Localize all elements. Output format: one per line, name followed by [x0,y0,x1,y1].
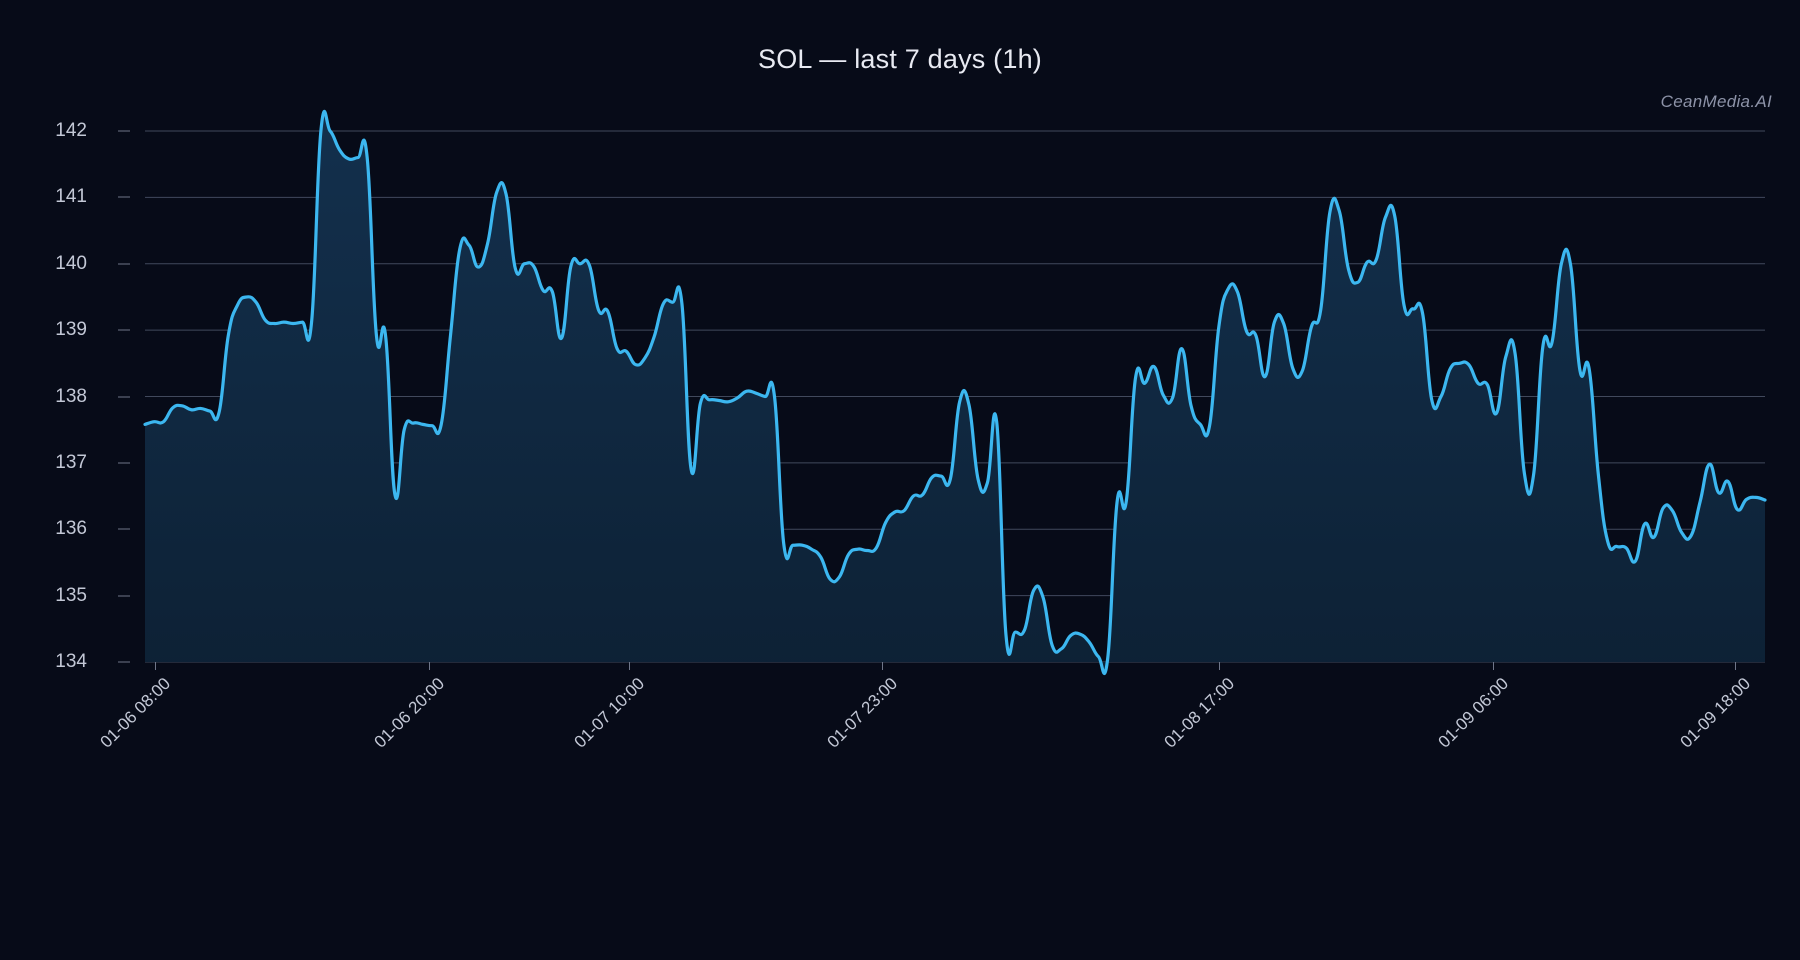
x-tick-label: 01-09 06:00 [1434,674,1513,752]
y-tick-mark [118,661,130,663]
x-tick-label: 01-07 23:00 [823,674,902,752]
x-tick-label: 01-08 17:00 [1160,674,1239,752]
line-chart-svg [143,110,1767,676]
y-tick-mark [118,396,130,397]
x-tick-label: 01-09 18:00 [1676,674,1755,752]
x-tick-label: 01-06 20:00 [370,674,449,752]
y-tick-label: 135 [55,584,87,606]
x-tick-mark [1492,662,1494,670]
y-tick-label: 139 [55,319,87,341]
chart-title: SOL — last 7 days (1h) [757,44,1042,74]
y-tick-mark [118,462,130,464]
x-axis: 01-06 08:00 01-06 20:00 01-07 10:00 01-07 2… [97,662,1765,752]
x-tick-mark [629,662,630,670]
series-line [143,110,1767,676]
series-area-fill [145,111,1765,674]
y-tick-mark [118,329,130,331]
y-tick-mark [118,595,130,597]
y-tick-label: 134 [55,651,87,672]
watermark-label: CeanMedia.AI [1660,92,1772,111]
y-tick-mark [118,528,130,530]
x-tick-mark [428,662,430,670]
x-tick-label: 01-06 08:00 [96,674,175,752]
y-axis: 134 135 136 137 138 139 140 141 142 [0,120,130,672]
y-tick-label: 140 [55,252,87,274]
x-tick-mark [1735,662,1736,670]
y-tick-mark [118,263,130,265]
y-tick-mark [118,196,130,198]
x-tick-mark [881,662,883,670]
y-tick-label: 142 [55,120,87,141]
y-tick-label: 137 [55,451,87,473]
y-tick-label: 138 [55,385,87,407]
x-tick-mark [155,662,156,670]
plot-area [143,110,1767,676]
y-tick-label: 136 [55,518,87,540]
x-tick-label: 01-07 10:00 [570,674,649,752]
y-tick-label: 141 [55,186,87,208]
x-tick-mark [1218,662,1220,670]
y-tick-mark [118,130,130,132]
